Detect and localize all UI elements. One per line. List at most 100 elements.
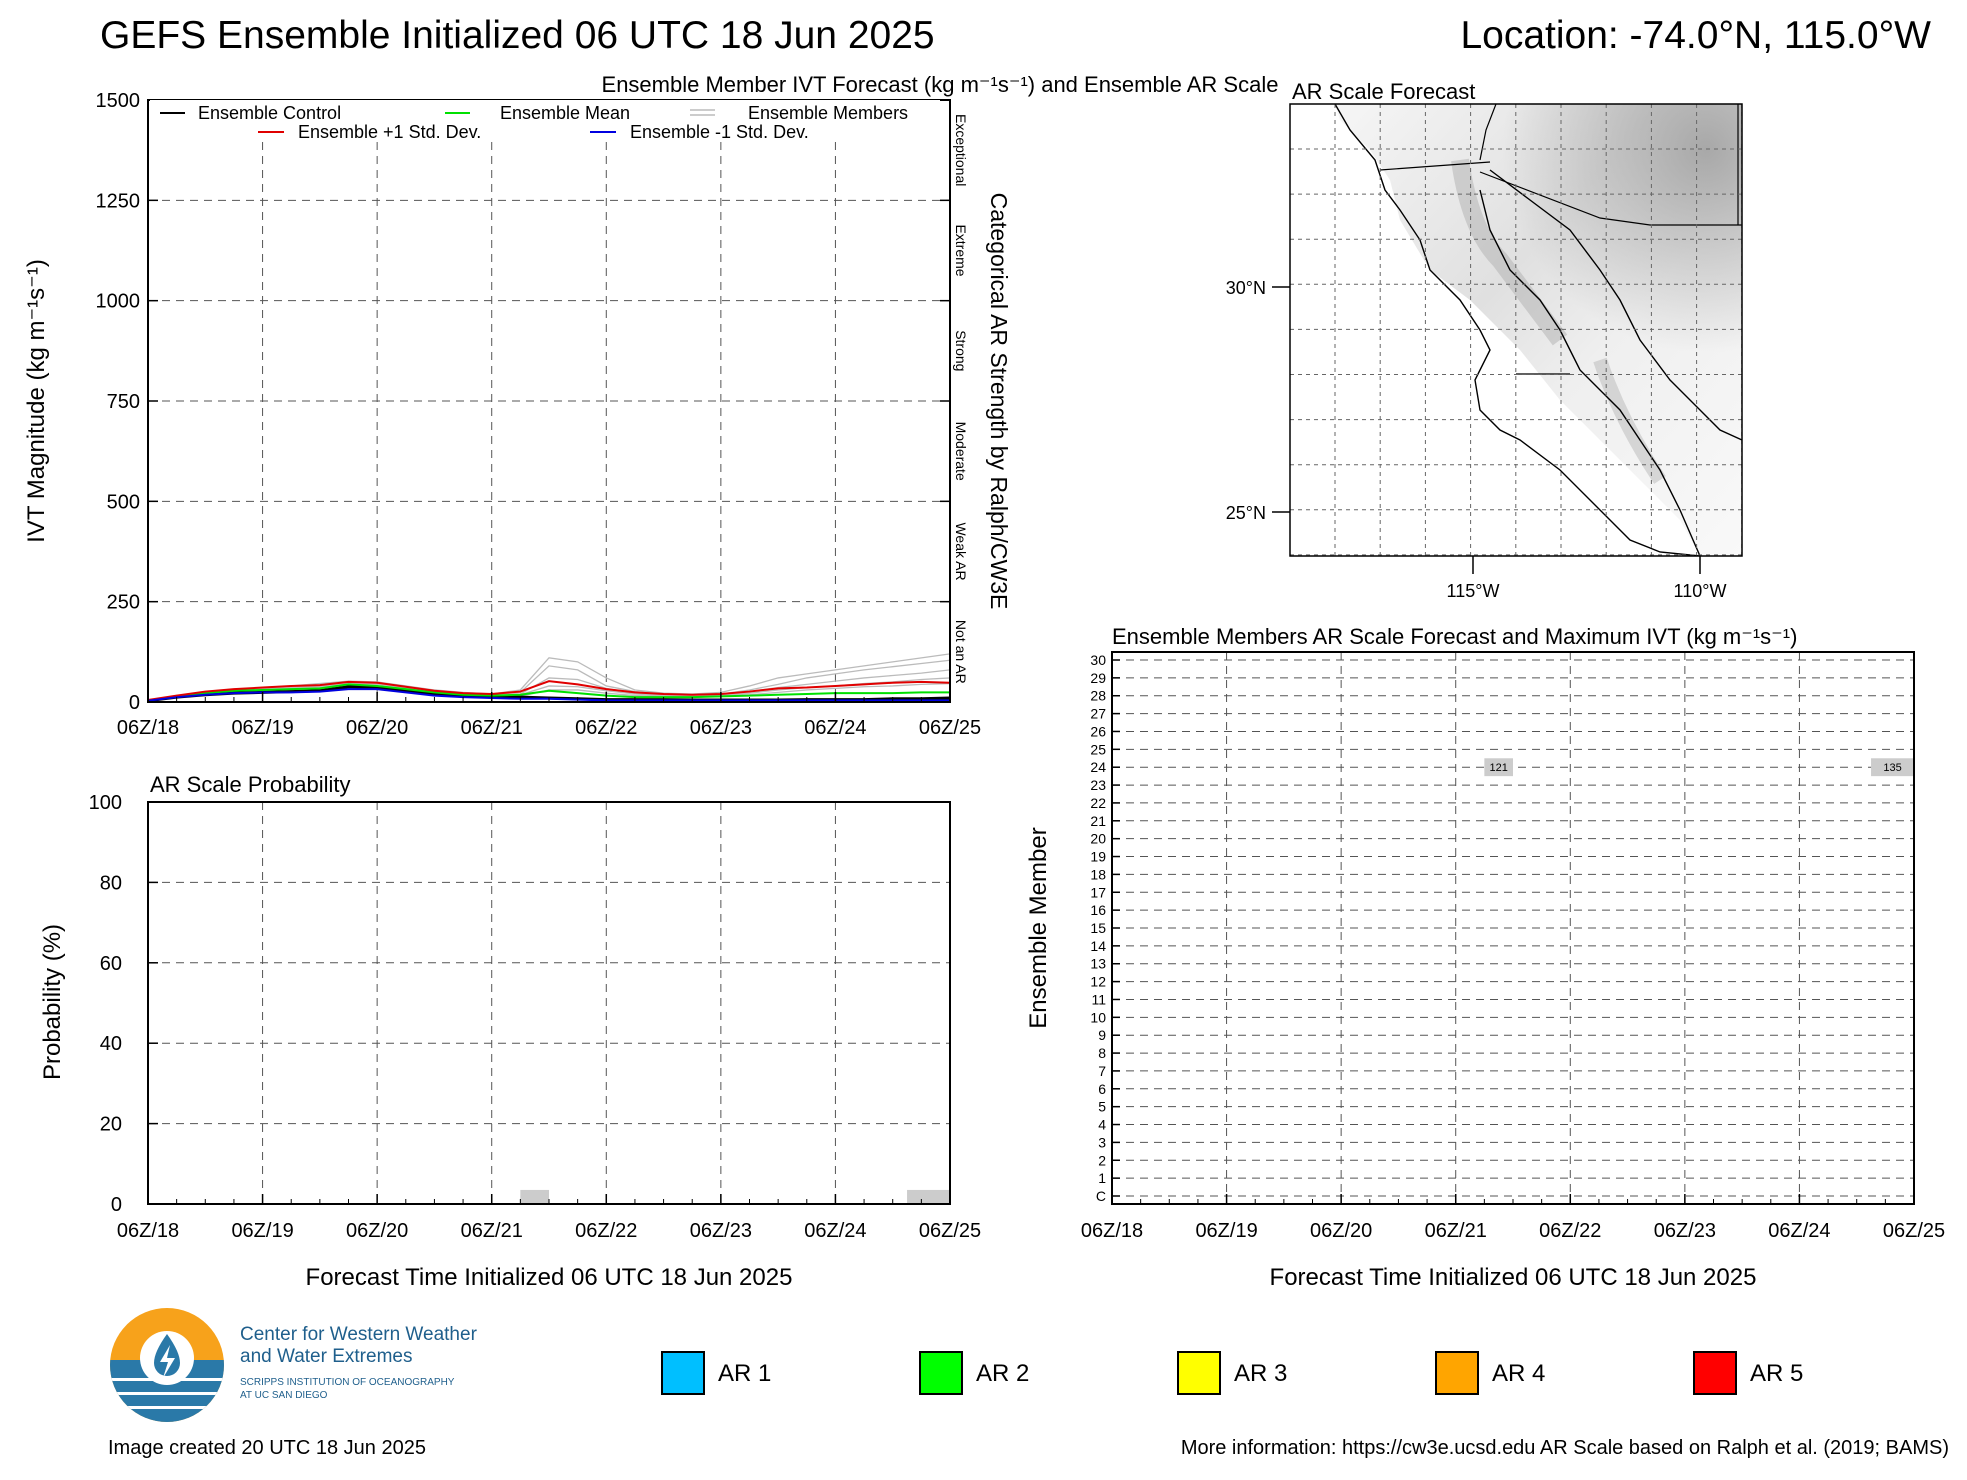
ensemble-cell bbox=[1871, 758, 1914, 777]
ivt-x-tick-label: 06Z/18 bbox=[117, 717, 179, 739]
map-title: AR Scale Forecast bbox=[1292, 79, 1475, 104]
ensemble-y-tick-label: 16 bbox=[1090, 902, 1106, 918]
ensemble-y-axis-label: Ensemble Member bbox=[1025, 827, 1052, 1028]
ar-legend-swatch bbox=[1435, 1351, 1479, 1395]
baja-gulf-coast bbox=[1479, 189, 1701, 556]
probability-x-tick-label: 06Z/20 bbox=[346, 1220, 408, 1242]
ar-legend-swatch bbox=[919, 1351, 963, 1395]
probability-bar bbox=[907, 1189, 950, 1204]
ivt-scale-label: Not an AR bbox=[953, 620, 969, 684]
ensemble-y-tick-label: 1 bbox=[1098, 1170, 1106, 1186]
probability-x-tick-label: 06Z/19 bbox=[231, 1220, 293, 1242]
ensemble-y-tick-label: 18 bbox=[1090, 866, 1106, 882]
ensemble-x-axis-label: Forecast Time Initialized 06 UTC 18 Jun … bbox=[1270, 1264, 1757, 1291]
probability-y-ticks: 0 20 40 60 80 100 bbox=[89, 792, 158, 1216]
us-mexico-border bbox=[1379, 161, 1491, 171]
ivt-x-tick-label: 06Z/24 bbox=[804, 717, 866, 739]
ivt-scale-label: Strong bbox=[953, 330, 969, 371]
ivt-grid bbox=[148, 100, 950, 702]
logo-line2: and Water Extremes bbox=[240, 1346, 412, 1367]
probability-x-tick-label: 06Z/24 bbox=[804, 1220, 866, 1242]
logo-line4: AT UC SAN DIEGO bbox=[240, 1390, 328, 1401]
ensemble-y-tick-label: 26 bbox=[1090, 723, 1106, 739]
cw3e-logo: Center for Western Weather and Water Ext… bbox=[110, 1308, 478, 1422]
ivt-chart: Ensemble Member IVT Forecast (kg m⁻¹s⁻¹)… bbox=[23, 72, 1278, 739]
probability-x-ticks: 06Z/18 06Z/19 06Z/20 06Z/21 06Z/22 06Z/23 06Z/… bbox=[117, 1194, 981, 1242]
ensemble-chart-title: Ensemble Members AR Scale Forecast and M… bbox=[1112, 624, 1797, 649]
logo-line3: SCRIPPS INSTITUTION OF OCEANOGRAPHY bbox=[240, 1377, 455, 1388]
ensemble-y-tick-label: 24 bbox=[1090, 759, 1106, 775]
ivt-x-tick-label: 06Z/21 bbox=[461, 717, 523, 739]
ar-legend-label: AR 1 bbox=[718, 1360, 771, 1387]
ensemble-y-tick-label: 19 bbox=[1090, 849, 1106, 865]
ensemble-grid bbox=[1112, 652, 1914, 1204]
legend-control-label: Ensemble Control bbox=[198, 103, 341, 123]
legend-plus-label: Ensemble +1 Std. Dev. bbox=[298, 122, 481, 142]
ensemble-y-tick-label: 20 bbox=[1090, 831, 1106, 847]
ivt-right-axis-label: Categorical AR Strength by Ralph/CW3E bbox=[986, 193, 1012, 610]
probability-x-tick-label: 06Z/22 bbox=[575, 1220, 637, 1242]
ensemble-y-tick-label: 3 bbox=[1098, 1134, 1106, 1150]
ensemble-y-tick-label: C bbox=[1096, 1188, 1106, 1204]
ivt-y-tick-label: 250 bbox=[107, 592, 140, 614]
ivt-x-tick-label: 06Z/19 bbox=[231, 717, 293, 739]
ensemble-y-tick-label: 29 bbox=[1090, 670, 1106, 686]
ar-category-legend: AR 1 AR 2 AR 3 AR 4 AR 5 bbox=[661, 1351, 1803, 1395]
ivt-y-tick-label: 1000 bbox=[96, 291, 141, 313]
ensemble-y-tick-label: 2 bbox=[1098, 1152, 1106, 1168]
ensemble-x-tick-label: 06Z/18 bbox=[1081, 1220, 1143, 1242]
ivt-y-tick-label: 500 bbox=[107, 491, 140, 513]
ensemble-x-ticks: 06Z/18 06Z/19 06Z/20 06Z/21 06Z/22 06Z/23 06Z/… bbox=[1081, 1194, 1945, 1242]
ensemble-y-tick-label: 30 bbox=[1090, 652, 1106, 668]
ensemble-y-tick-label: 14 bbox=[1090, 938, 1106, 954]
ivt-scale-label: Extreme bbox=[953, 224, 969, 276]
ensemble-y-tick-label: 11 bbox=[1091, 991, 1106, 1007]
legend-members-label: Ensemble Members bbox=[748, 103, 908, 123]
ar-legend-label: AR 5 bbox=[1750, 1360, 1803, 1387]
ensemble-y-tick-label: 23 bbox=[1090, 777, 1106, 793]
ar-legend-swatch bbox=[1177, 1351, 1221, 1395]
probability-x-tick-label: 06Z/25 bbox=[919, 1220, 981, 1242]
location-label: Location: -74.0°N, 115.0°W bbox=[1460, 14, 1931, 57]
ar-legend-swatch bbox=[661, 1351, 705, 1395]
map-frame bbox=[1289, 103, 1743, 557]
ensemble-cell bbox=[1484, 758, 1513, 777]
ar-legend-label: AR 3 bbox=[1234, 1360, 1287, 1387]
probability-y-axis-label: Probability (%) bbox=[39, 924, 66, 1080]
ensemble-x-tick-label: 06Z/21 bbox=[1425, 1220, 1487, 1242]
ensemble-y-tick-label: 17 bbox=[1090, 884, 1106, 900]
probability-y-tick-label: 80 bbox=[100, 872, 122, 894]
ensemble-y-tick-label: 5 bbox=[1098, 1099, 1106, 1115]
legend-minus-label: Ensemble -1 Std. Dev. bbox=[630, 122, 809, 142]
ar-scale-map: AR Scale Forecast bbox=[1226, 79, 1743, 601]
ivt-scale-label: Moderate bbox=[953, 422, 969, 481]
ensemble-x-tick-label: 06Z/25 bbox=[1883, 1220, 1945, 1242]
ensemble-y-tick-label: 7 bbox=[1098, 1063, 1106, 1079]
ivt-x-tick-label: 06Z/22 bbox=[575, 717, 637, 739]
ivt-x-ticks: 06Z/18 06Z/19 06Z/20 06Z/21 06Z/22 06Z/23 06Z/… bbox=[117, 692, 981, 739]
ivt-legend-box bbox=[150, 100, 940, 142]
map-lon-label-115: 115°W bbox=[1447, 581, 1500, 601]
ivt-y-ticks: 0 250 500 750 1000 1250 1500 bbox=[96, 90, 158, 714]
probability-x-tick-label: 06Z/23 bbox=[690, 1220, 752, 1242]
ivt-chart-title: Ensemble Member IVT Forecast (kg m⁻¹s⁻¹)… bbox=[602, 72, 1279, 97]
ar-legend-label: AR 2 bbox=[976, 1360, 1029, 1387]
probability-x-tick-label: 06Z/18 bbox=[117, 1220, 179, 1242]
ensemble-y-tick-label: 8 bbox=[1098, 1045, 1106, 1061]
ensemble-y-tick-label: 4 bbox=[1098, 1117, 1106, 1133]
ar-legend-label: AR 4 bbox=[1492, 1360, 1545, 1387]
ensemble-x-tick-label: 06Z/20 bbox=[1310, 1220, 1372, 1242]
ensemble-x-tick-label: 06Z/24 bbox=[1768, 1220, 1830, 1242]
map-lat-label-30: 30°N bbox=[1226, 278, 1266, 298]
ivt-scale-label: Weak AR bbox=[953, 522, 969, 580]
ensemble-members-chart: Ensemble Members AR Scale Forecast and M… bbox=[1025, 624, 1945, 1291]
probability-y-tick-label: 100 bbox=[89, 792, 122, 814]
ensemble-y-ticks: C123456789101112131415161718192021222324… bbox=[1090, 652, 1120, 1204]
ivt-ar-scale-labels: Not an AR Weak AR Moderate Strong Extreme Exc… bbox=[940, 114, 969, 684]
more-info: More information: https://cw3e.ucsd.edu … bbox=[1180, 1437, 1949, 1459]
probability-y-tick-label: 40 bbox=[100, 1033, 122, 1055]
ivt-y-tick-label: 1250 bbox=[96, 190, 141, 212]
probability-x-tick-label: 06Z/21 bbox=[461, 1220, 523, 1242]
ivt-scale-label: Exceptional bbox=[953, 114, 969, 186]
